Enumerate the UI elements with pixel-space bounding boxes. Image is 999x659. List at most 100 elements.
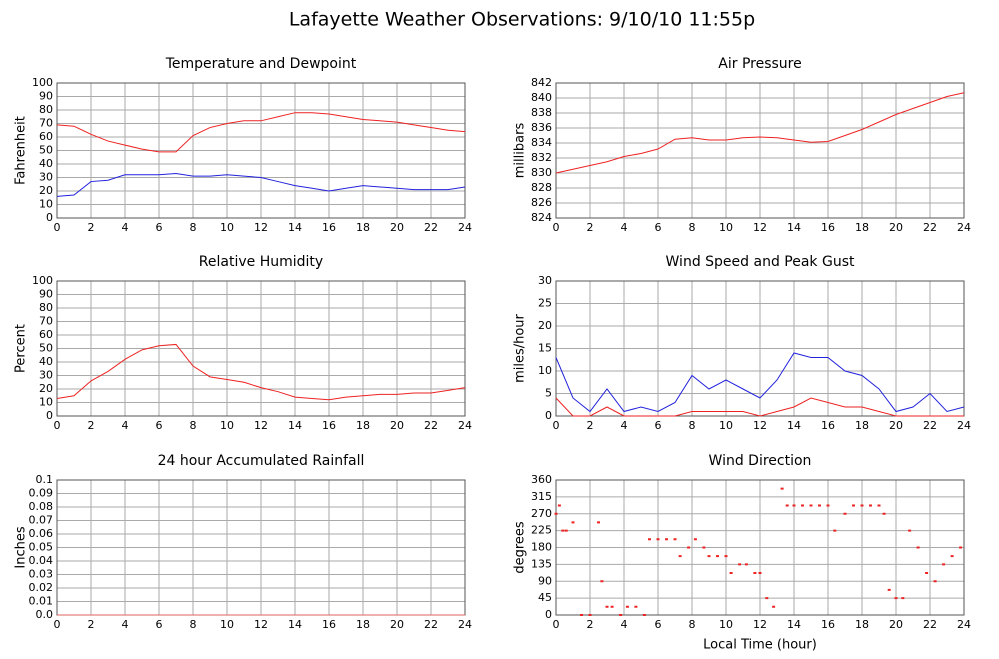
y-tick-label: 832 bbox=[531, 151, 552, 164]
x-tick-label: 12 bbox=[254, 419, 268, 432]
x-tick-label: 0 bbox=[54, 419, 61, 432]
x-tick-label: 10 bbox=[220, 221, 234, 234]
y-tick-label: 0.01 bbox=[29, 595, 54, 608]
data-point bbox=[580, 614, 583, 616]
x-axis-label: Local Time (hour) bbox=[703, 638, 817, 653]
x-tick-label: 14 bbox=[787, 419, 801, 432]
y-tick-label: 836 bbox=[531, 121, 552, 134]
y-tick-label: 838 bbox=[531, 106, 552, 119]
x-tick-label: 22 bbox=[923, 419, 937, 432]
data-point bbox=[826, 504, 830, 507]
data-point bbox=[656, 538, 660, 541]
y-tick-label: 60 bbox=[39, 328, 53, 341]
x-tick-label: 16 bbox=[821, 221, 835, 234]
y-tick-label: 70 bbox=[39, 315, 53, 328]
y-tick-label: 315 bbox=[531, 490, 552, 503]
y-tick-label: 830 bbox=[531, 166, 552, 179]
x-tick-label: 16 bbox=[821, 419, 835, 432]
x-tick-label: 4 bbox=[122, 221, 129, 234]
x-tick-label: 10 bbox=[719, 221, 733, 234]
data-line bbox=[56, 172, 466, 197]
data-point bbox=[942, 563, 946, 566]
y-tick-label: 50 bbox=[39, 342, 53, 355]
plot-frame bbox=[555, 82, 965, 219]
y-tick-label: 0 bbox=[545, 409, 552, 422]
data-point bbox=[693, 538, 697, 541]
y-tick-label: 100 bbox=[32, 274, 53, 287]
y-tick-label: 10 bbox=[39, 396, 53, 409]
y-tick-label: 50 bbox=[39, 144, 53, 157]
data-point bbox=[894, 597, 898, 600]
y-axis-label: degrees bbox=[513, 521, 528, 574]
data-point bbox=[780, 487, 784, 490]
x-tick-label: 4 bbox=[122, 419, 129, 432]
y-tick-label: 0.05 bbox=[29, 541, 54, 554]
x-tick-label: 4 bbox=[621, 221, 628, 234]
plot-frame bbox=[555, 479, 965, 616]
x-tick-label: 12 bbox=[753, 618, 767, 631]
data-point bbox=[882, 512, 886, 515]
data-line bbox=[555, 352, 965, 413]
y-tick-label: 25 bbox=[538, 297, 552, 310]
data-point bbox=[554, 512, 558, 515]
data-point bbox=[809, 504, 813, 507]
x-tick-label: 20 bbox=[390, 221, 404, 234]
x-tick-label: 6 bbox=[655, 618, 662, 631]
y-tick-label: 0.02 bbox=[29, 581, 54, 594]
x-tick-label: 14 bbox=[288, 419, 302, 432]
x-tick-label: 14 bbox=[787, 618, 801, 631]
x-tick-label: 12 bbox=[753, 419, 767, 432]
x-tick-label: 18 bbox=[356, 221, 370, 234]
y-tick-label: 100 bbox=[32, 76, 53, 89]
x-tick-label: 22 bbox=[923, 618, 937, 631]
x-tick-label: 24 bbox=[458, 618, 472, 631]
y-tick-label: 0.09 bbox=[29, 487, 54, 500]
x-tick-label: 2 bbox=[587, 221, 594, 234]
data-point bbox=[642, 614, 646, 616]
x-tick-label: 2 bbox=[88, 618, 95, 631]
data-point bbox=[950, 555, 954, 558]
x-tick-label: 20 bbox=[889, 618, 903, 631]
data-point bbox=[959, 546, 963, 549]
y-tick-label: 0 bbox=[46, 409, 53, 422]
x-tick-label: 16 bbox=[322, 221, 336, 234]
y-tick-label: 80 bbox=[39, 301, 53, 314]
data-point bbox=[648, 538, 651, 541]
data-point bbox=[852, 504, 855, 507]
data-line bbox=[56, 343, 466, 401]
data-point bbox=[729, 572, 733, 574]
x-tick-label: 4 bbox=[621, 618, 628, 631]
data-point bbox=[758, 572, 762, 574]
data-point bbox=[887, 588, 891, 591]
y-tick-label: 840 bbox=[531, 91, 552, 104]
x-tick-label: 10 bbox=[719, 419, 733, 432]
data-point bbox=[916, 546, 920, 549]
x-tick-label: 18 bbox=[855, 419, 869, 432]
data-point bbox=[716, 555, 719, 558]
y-tick-label: 20 bbox=[39, 382, 53, 395]
data-point bbox=[785, 504, 789, 507]
x-tick-label: 24 bbox=[957, 221, 971, 234]
x-tick-label: 22 bbox=[923, 221, 937, 234]
x-tick-label: 6 bbox=[655, 419, 662, 432]
y-tick-label: 0.03 bbox=[29, 568, 54, 581]
y-tick-label: 15 bbox=[538, 342, 552, 355]
data-line bbox=[555, 92, 965, 174]
data-point bbox=[702, 546, 706, 549]
data-point bbox=[818, 504, 821, 507]
y-tick-label: 10 bbox=[538, 364, 552, 377]
x-tick-label: 24 bbox=[458, 221, 472, 234]
y-tick-label: 0.08 bbox=[29, 500, 54, 513]
y-tick-label: 90 bbox=[39, 288, 53, 301]
y-tick-label: 828 bbox=[531, 181, 552, 194]
y-tick-label: 180 bbox=[531, 541, 552, 554]
data-point bbox=[801, 504, 804, 507]
x-tick-label: 8 bbox=[190, 221, 197, 234]
data-point bbox=[933, 580, 937, 583]
y-tick-label: 80 bbox=[39, 103, 53, 116]
x-tick-label: 2 bbox=[587, 419, 594, 432]
x-tick-label: 12 bbox=[254, 221, 268, 234]
data-point bbox=[744, 563, 748, 566]
x-tick-label: 12 bbox=[254, 618, 268, 631]
